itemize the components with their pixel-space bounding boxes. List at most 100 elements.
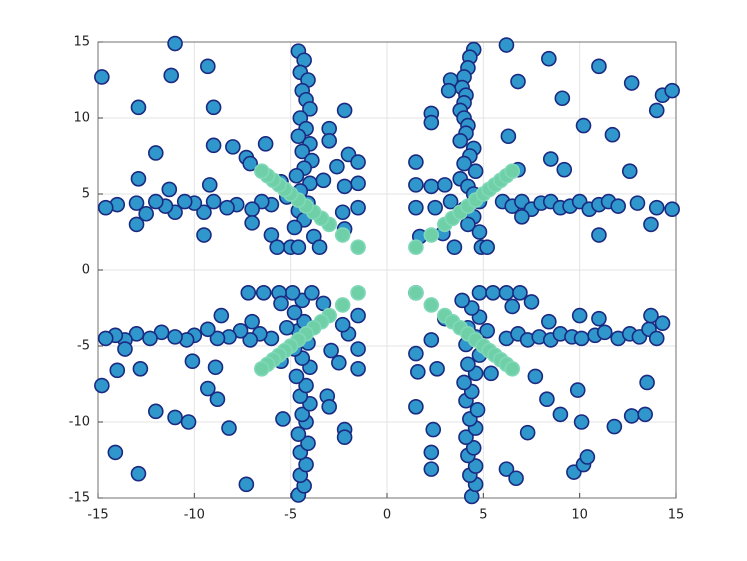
point bbox=[201, 177, 218, 193]
point bbox=[408, 154, 424, 170]
point bbox=[334, 297, 351, 313]
point bbox=[253, 163, 270, 179]
point bbox=[423, 178, 440, 195]
point bbox=[623, 75, 640, 91]
point bbox=[167, 329, 183, 345]
point bbox=[541, 50, 557, 67]
point bbox=[253, 360, 270, 377]
point bbox=[408, 284, 424, 301]
point bbox=[575, 117, 592, 134]
point bbox=[242, 155, 259, 172]
point bbox=[117, 341, 133, 357]
x-tick-label: -5 bbox=[284, 508, 297, 523]
point bbox=[479, 322, 495, 339]
point bbox=[240, 284, 257, 301]
point bbox=[130, 171, 147, 187]
point bbox=[142, 330, 158, 347]
point bbox=[323, 342, 339, 359]
point bbox=[148, 145, 164, 161]
point bbox=[456, 374, 472, 391]
point bbox=[298, 377, 314, 394]
point bbox=[286, 219, 303, 236]
point bbox=[664, 201, 680, 217]
point bbox=[471, 224, 488, 240]
point bbox=[184, 353, 201, 370]
y-tick-label: 5 bbox=[82, 187, 90, 202]
point bbox=[290, 426, 307, 442]
point bbox=[148, 193, 164, 210]
point bbox=[408, 239, 424, 255]
point bbox=[161, 181, 178, 198]
point bbox=[200, 58, 216, 75]
x-tick-label: 0 bbox=[383, 508, 391, 523]
point bbox=[648, 199, 665, 216]
y-tick-label: -15 bbox=[69, 491, 90, 506]
point bbox=[275, 411, 291, 427]
point bbox=[97, 330, 114, 347]
point bbox=[648, 330, 665, 347]
point bbox=[423, 114, 440, 131]
point bbox=[573, 414, 590, 430]
point bbox=[539, 391, 555, 408]
point bbox=[138, 205, 154, 222]
point bbox=[128, 195, 145, 211]
point bbox=[130, 465, 147, 482]
point bbox=[219, 199, 235, 216]
point bbox=[623, 408, 640, 424]
point bbox=[423, 227, 440, 243]
point bbox=[429, 360, 445, 377]
point bbox=[454, 292, 470, 309]
point bbox=[573, 330, 590, 347]
point bbox=[334, 316, 351, 333]
point bbox=[286, 304, 303, 321]
point bbox=[460, 216, 476, 233]
point bbox=[288, 368, 305, 385]
point bbox=[452, 133, 469, 149]
point bbox=[290, 239, 307, 255]
point bbox=[508, 470, 524, 487]
point bbox=[591, 227, 607, 243]
point bbox=[552, 406, 569, 423]
point bbox=[571, 307, 588, 324]
point bbox=[180, 414, 197, 430]
point bbox=[94, 69, 110, 85]
point bbox=[167, 35, 183, 52]
point bbox=[460, 356, 476, 373]
point bbox=[498, 284, 515, 301]
point bbox=[336, 178, 353, 195]
point bbox=[542, 151, 559, 167]
point bbox=[350, 239, 366, 255]
point bbox=[591, 310, 607, 327]
point bbox=[284, 284, 301, 301]
point bbox=[504, 360, 521, 377]
point bbox=[408, 398, 424, 415]
point bbox=[321, 398, 338, 415]
point bbox=[483, 365, 499, 382]
point bbox=[109, 362, 126, 379]
point bbox=[458, 429, 474, 446]
point bbox=[148, 403, 164, 420]
x-tick-label: 10 bbox=[571, 508, 588, 523]
point bbox=[94, 377, 110, 394]
point bbox=[579, 449, 596, 465]
point bbox=[440, 82, 457, 99]
point bbox=[408, 345, 424, 362]
point bbox=[471, 284, 488, 301]
point bbox=[279, 319, 295, 336]
point bbox=[637, 406, 653, 423]
point bbox=[167, 409, 183, 426]
point bbox=[350, 154, 366, 170]
point bbox=[654, 315, 671, 332]
point bbox=[336, 102, 353, 119]
point bbox=[244, 201, 260, 217]
point bbox=[334, 227, 351, 243]
point bbox=[294, 143, 311, 160]
point bbox=[300, 435, 316, 452]
point bbox=[498, 461, 515, 477]
point bbox=[200, 321, 216, 338]
point bbox=[467, 458, 484, 474]
point bbox=[350, 175, 366, 192]
point bbox=[196, 227, 212, 243]
point bbox=[311, 239, 328, 255]
